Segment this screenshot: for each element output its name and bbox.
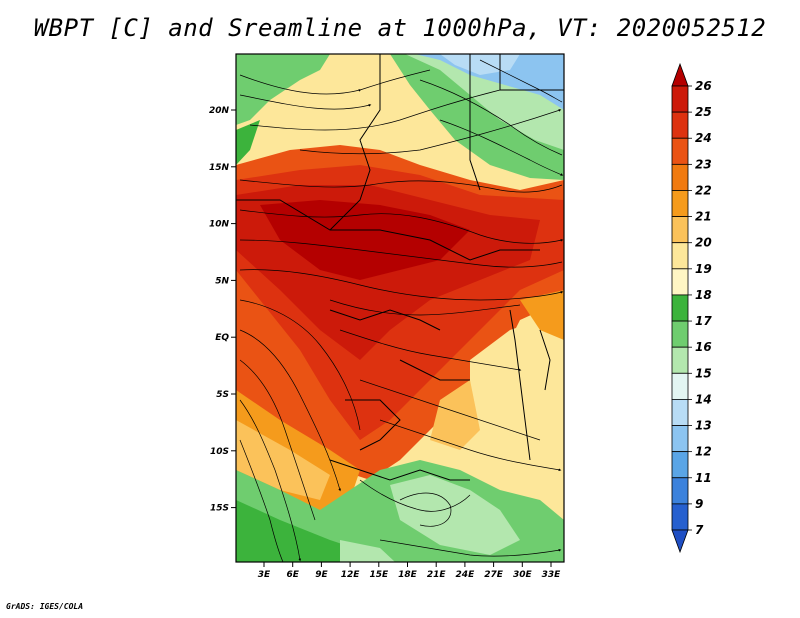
lon-tick-label: 15E bbox=[369, 570, 389, 580]
colorbar-label: 23 bbox=[695, 157, 712, 171]
colorbar-segment bbox=[671, 111, 689, 139]
lon-tick-label: 3E bbox=[258, 570, 271, 580]
colorbar-segment bbox=[671, 320, 689, 348]
colorbar-label: 9 bbox=[695, 497, 703, 511]
colorbar-segment bbox=[671, 85, 689, 113]
lat-tick-label: 15N bbox=[209, 163, 230, 173]
colorbar-segment bbox=[671, 503, 689, 531]
colorbar-segment bbox=[671, 190, 689, 217]
lon-tick-label: 18E bbox=[398, 570, 418, 580]
lat-tick-label: 20N bbox=[209, 106, 230, 116]
lon-tick-label: 6E bbox=[286, 570, 299, 580]
lon-tick-label: 9E bbox=[315, 570, 328, 580]
colorbar-label: 19 bbox=[695, 262, 712, 276]
colorbar-segment bbox=[671, 137, 689, 165]
lon-tick-label: 12E bbox=[341, 570, 361, 580]
lat-tick-label: 10S bbox=[210, 447, 229, 457]
streamlines bbox=[239, 59, 564, 562]
latitude-axis: 20N 15N 10N 5N EQ 5S 10S 15S bbox=[209, 106, 236, 514]
colorbar-label: 15 bbox=[695, 366, 712, 380]
colorbar-segment bbox=[671, 216, 689, 244]
lon-tick-label: 30E bbox=[513, 570, 533, 580]
colorbar-label: 17 bbox=[695, 314, 712, 328]
colorbar-segment bbox=[671, 372, 689, 400]
wbpt-field bbox=[236, 54, 564, 562]
colorbar-label: 21 bbox=[695, 210, 712, 224]
colorbar-label: 20 bbox=[695, 236, 712, 250]
colorbar-label: 16 bbox=[695, 340, 712, 354]
colorbar-label: 24 bbox=[695, 131, 712, 145]
lon-tick-label: 24E bbox=[456, 570, 476, 580]
colorbar-label: 18 bbox=[695, 288, 712, 302]
colorbar-label: 7 bbox=[695, 523, 704, 537]
lat-tick-label: 5N bbox=[215, 276, 229, 286]
colorbar-label: 13 bbox=[695, 419, 712, 433]
colorbar-segment bbox=[671, 163, 689, 191]
colorbar-segment bbox=[671, 346, 689, 374]
longitude-axis: 3E 6E 9E 12E 15E 18E 21E 24E 27E 30E 33E bbox=[258, 562, 561, 580]
lat-tick-label: EQ bbox=[215, 333, 229, 343]
colorbar-top-arrow bbox=[671, 62, 689, 87]
grads-credit: GrADS: IGES/COLA bbox=[6, 602, 84, 611]
colorbar-segment bbox=[671, 242, 689, 270]
lat-tick-label: 10N bbox=[209, 220, 230, 230]
colorbar-label: 25 bbox=[695, 105, 712, 119]
colorbar-label: 11 bbox=[695, 471, 712, 485]
colorbar-segment bbox=[671, 268, 689, 296]
colorbar-segment bbox=[671, 451, 689, 479]
colorbar-segment bbox=[671, 294, 689, 322]
colorbar: 26 25 24 23 22 21 20 19 18 17 16 15 14 13 12 11 9 7 bbox=[671, 62, 712, 554]
lon-tick-label: 21E bbox=[427, 570, 447, 580]
plot-frame bbox=[235, 53, 565, 563]
colorbar-label: 26 bbox=[695, 79, 712, 93]
lon-tick-label: 27E bbox=[484, 570, 504, 580]
colorbar-label: 14 bbox=[695, 392, 712, 406]
colorbar-label: 22 bbox=[695, 183, 712, 197]
country-borders bbox=[236, 54, 564, 481]
colorbar-segment bbox=[671, 399, 689, 426]
colorbar-label: 12 bbox=[695, 445, 712, 459]
colorbar-segment bbox=[671, 425, 689, 453]
map-title: WBPT [C] and Sreamline at 1000hPa, VT: 2… bbox=[33, 14, 767, 42]
colorbar-bottom-arrow bbox=[671, 529, 689, 554]
lat-tick-label: 5S bbox=[216, 390, 229, 400]
colorbar-segment bbox=[671, 477, 689, 505]
lat-tick-label: 15S bbox=[210, 504, 229, 514]
lon-tick-label: 33E bbox=[542, 570, 562, 580]
